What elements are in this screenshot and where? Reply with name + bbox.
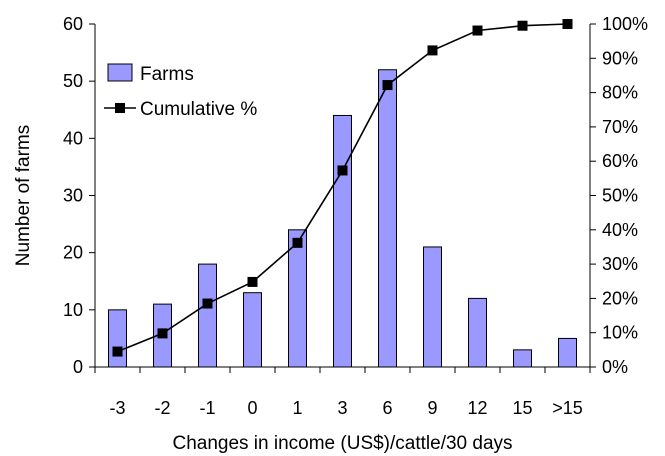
- y-tick-label: 10: [63, 300, 83, 320]
- y-tick-label: 30: [63, 186, 83, 206]
- y2-tick-label: 0%: [602, 357, 628, 377]
- y2-tick-label: 100%: [602, 14, 648, 34]
- x-tick-label: -3: [109, 398, 125, 418]
- x-tick-label: 3: [337, 398, 347, 418]
- cumulative-point-4: [292, 237, 303, 248]
- y2-tick-label: 60%: [602, 151, 638, 171]
- x-tick-label: 15: [512, 398, 532, 418]
- legend-cumulative-label: Cumulative %: [140, 99, 257, 120]
- y-tick-label: 50: [63, 71, 83, 91]
- y2-tick-label: 20%: [602, 288, 638, 308]
- cumulative-point-1: [157, 328, 168, 339]
- y2-tick-label: 40%: [602, 220, 638, 240]
- cumulative-point-8: [472, 25, 483, 36]
- bar-2: [198, 263, 217, 368]
- cumulative-point-2: [202, 298, 213, 309]
- bar-7: [423, 246, 442, 368]
- x-tick-label: 6: [382, 398, 392, 418]
- cumulative-point-9: [517, 20, 528, 31]
- x-axis-title: Changes in income (US$)/cattle/30 days: [172, 433, 512, 454]
- y2-tick-label: 10%: [602, 323, 638, 343]
- cumulative-point-3: [247, 276, 258, 287]
- cumulative-point-10: [562, 19, 573, 29]
- y2-tick-label: 80%: [602, 83, 638, 103]
- y-tick-label: 20: [63, 243, 83, 263]
- y-tick-label: 60: [63, 14, 83, 34]
- bar-5: [333, 114, 352, 368]
- y-axis-title: Number of farms: [13, 125, 34, 266]
- x-tick-label: 9: [427, 398, 437, 418]
- y2-tick-label: 50%: [602, 186, 638, 206]
- y2-tick-label: 90%: [602, 48, 638, 68]
- bar-0: [108, 309, 127, 368]
- bar-4: [288, 229, 307, 368]
- cumulative-point-0: [112, 346, 123, 357]
- y-tick-label: 0: [73, 357, 83, 377]
- bar-9: [513, 349, 532, 368]
- x-tick-label: -2: [154, 398, 170, 418]
- bar-3: [243, 292, 262, 368]
- bar-10: [558, 337, 577, 368]
- cumulative-point-5: [337, 165, 348, 176]
- x-tick-label: 0: [247, 398, 257, 418]
- x-tick-label: -1: [199, 398, 215, 418]
- legend-farms-label: Farms: [140, 64, 194, 85]
- x-tick-label: >15: [552, 398, 583, 418]
- bar-6: [378, 69, 397, 368]
- legend-farms-swatch: [107, 63, 133, 82]
- cumulative-point-7: [427, 45, 438, 56]
- y-tick-label: 40: [63, 128, 83, 148]
- x-tick-label: 12: [467, 398, 487, 418]
- x-tick-label: 1: [292, 398, 302, 418]
- legend: Farms Cumulative %: [104, 63, 257, 120]
- bar-8: [468, 297, 487, 368]
- plot-area: 01020304050600%10%20%30%40%50%60%70%80%9…: [63, 14, 648, 418]
- legend-cumulative-marker: [115, 103, 125, 113]
- y2-tick-label: 70%: [602, 117, 638, 137]
- y2-tick-label: 30%: [602, 254, 638, 274]
- cumulative-point-6: [382, 80, 393, 91]
